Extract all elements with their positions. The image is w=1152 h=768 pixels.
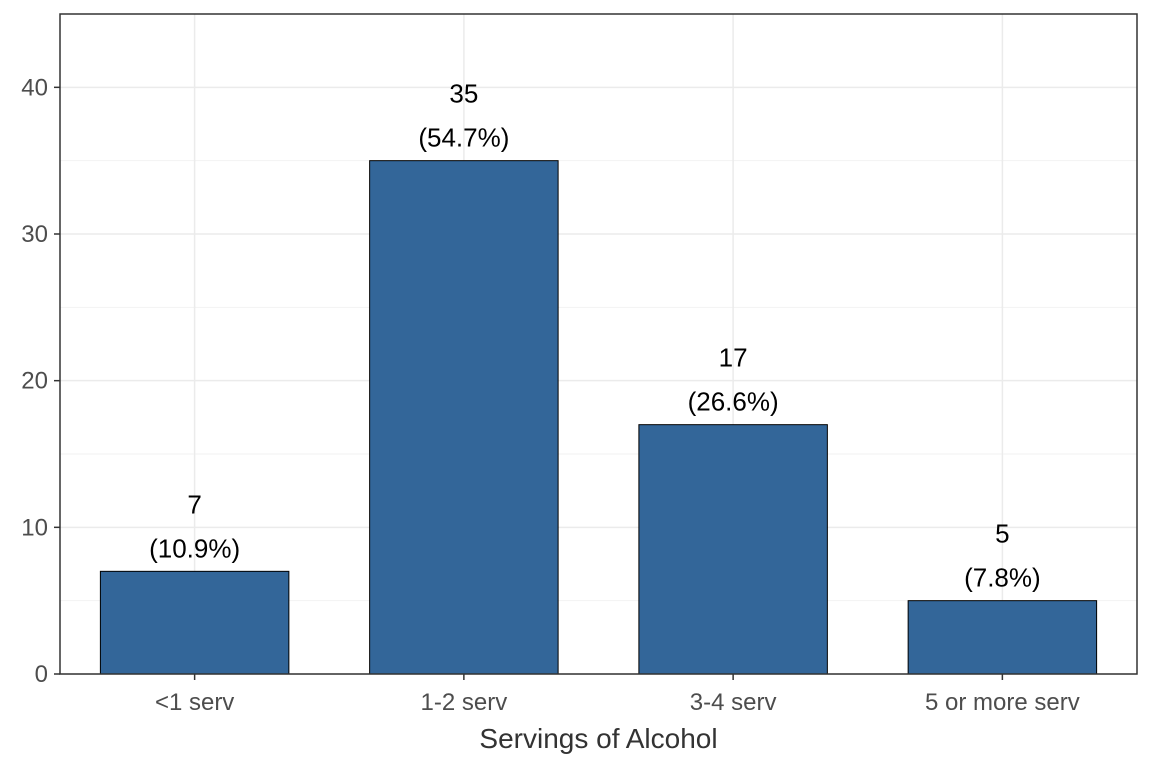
bars	[99, 160, 1098, 675]
percent-label: (26.6%)	[688, 387, 779, 417]
y-tick-label: 10	[21, 514, 48, 541]
data-labels: 7 (10.9%) 35 (54.7%) 17 (26.6%) 5 (7.8%)	[149, 79, 1041, 593]
y-tick-label: 0	[35, 661, 48, 688]
y-tick-label: 20	[21, 368, 48, 395]
x-axis-title: Servings of Alcohol	[479, 723, 717, 754]
value-label: 7	[187, 489, 201, 519]
y-tick-label: 30	[21, 221, 48, 248]
y-axis: 0 10 20 30 40	[21, 74, 60, 688]
x-tick-label: 3-4 serv	[690, 689, 777, 716]
value-label: 5	[995, 519, 1009, 549]
percent-label: (54.7%)	[418, 123, 509, 153]
bar-2	[638, 424, 828, 675]
x-axis: <1 serv 1-2 serv 3-4 serv 5 or more serv	[155, 674, 1080, 716]
percent-label: (7.8%)	[964, 563, 1041, 593]
x-tick-label: 1-2 serv	[421, 689, 508, 716]
bar-1	[369, 160, 559, 675]
bar-0	[99, 570, 290, 675]
percent-label: (10.9%)	[149, 533, 240, 563]
y-tick-label: 40	[21, 74, 48, 101]
value-label: 17	[719, 343, 748, 373]
x-tick-label: 5 or more serv	[925, 689, 1080, 716]
x-tick-label: <1 serv	[155, 689, 234, 716]
value-label: 35	[449, 79, 478, 109]
bar-3	[907, 600, 1098, 675]
panel-border	[59, 13, 1138, 675]
